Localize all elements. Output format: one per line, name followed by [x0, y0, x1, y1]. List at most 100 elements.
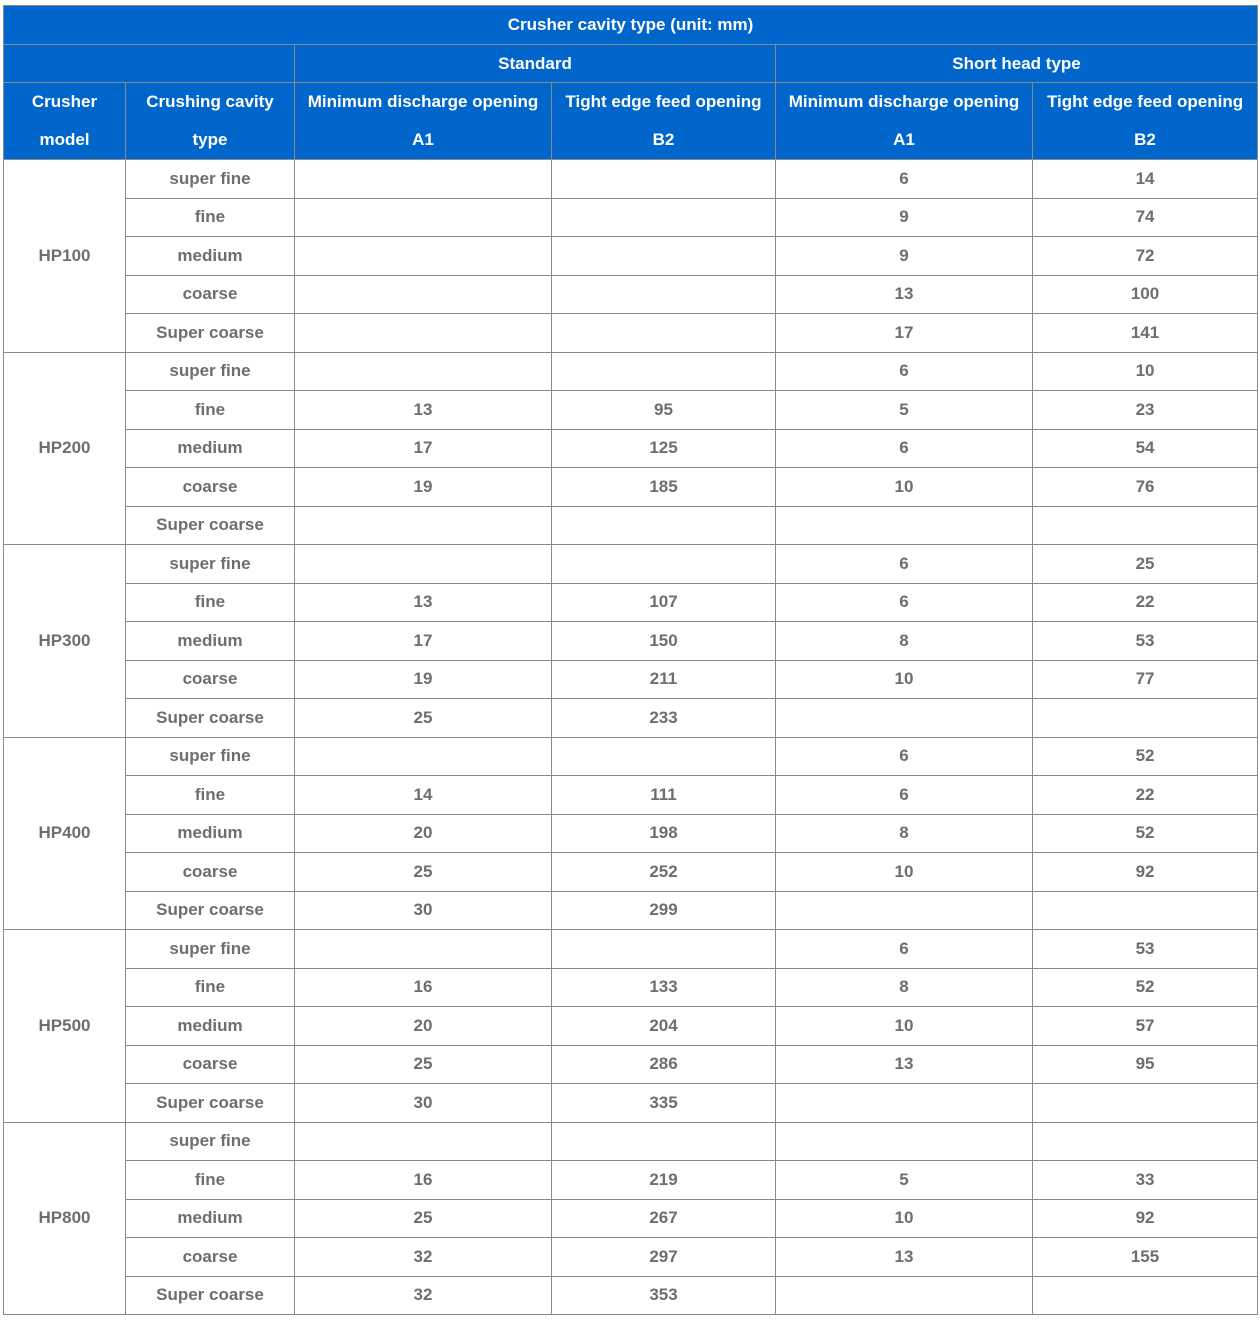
crusher-model-cell: HP300: [3, 544, 126, 738]
value-cell: 10: [775, 852, 1033, 892]
value-cell: [294, 736, 552, 776]
table-row: HP400 super fine 6 52: [3, 736, 1259, 930]
table-row: fine 9 74: [4, 197, 1259, 237]
value-cell: 20: [294, 1006, 552, 1046]
value-cell: 32: [294, 1237, 552, 1277]
cavity-type-cell: Super coarse: [125, 505, 295, 545]
table-row: coarse 13 100: [4, 274, 1259, 314]
table-row: fine 14 111 6 22: [4, 775, 1259, 815]
value-cell: 16: [294, 1160, 552, 1200]
cavity-type-cell: coarse: [125, 274, 295, 314]
column-header: Tight edge feed opening B2: [551, 82, 776, 160]
value-cell: 100: [1031, 274, 1259, 314]
value-cell: [551, 274, 776, 314]
value-cell: 13: [294, 390, 552, 430]
cavity-type-cell: Super coarse: [125, 698, 295, 738]
value-cell: 8: [775, 967, 1033, 1007]
table-row: coarse 19 211 10 77: [4, 659, 1259, 699]
column-header-line1: Minimum discharge opening: [307, 92, 539, 111]
value-cell: [294, 505, 552, 545]
value-cell: 125: [551, 428, 776, 468]
value-cell: 9: [775, 236, 1033, 276]
value-cell: 185: [551, 467, 776, 507]
value-cell: [551, 505, 776, 545]
value-cell: [294, 274, 552, 314]
column-header-line2: type: [192, 130, 228, 149]
value-cell: 53: [1031, 621, 1259, 661]
column-header-line1: Tight edge feed opening: [565, 92, 762, 111]
table-row: HP500 super fine 6 53: [3, 929, 1259, 1123]
value-cell: [775, 1121, 1033, 1161]
value-cell: 8: [775, 813, 1033, 853]
value-cell: 6: [775, 428, 1033, 468]
value-cell: [551, 313, 776, 353]
group-short-head: Short head type: [774, 44, 1259, 83]
value-cell: 30: [294, 890, 552, 930]
value-cell: [775, 890, 1033, 930]
crusher-model-cell: HP400: [3, 736, 126, 930]
value-cell: 204: [551, 1006, 776, 1046]
value-cell: 233: [551, 698, 776, 738]
table-row: Super coarse 25 233: [4, 698, 1259, 738]
value-cell: [775, 698, 1033, 738]
value-cell: 6: [775, 736, 1033, 776]
value-cell: [294, 313, 552, 353]
value-cell: 19: [294, 467, 552, 507]
table-row: coarse 25 286 13 95: [4, 1044, 1259, 1084]
value-cell: [775, 505, 1033, 545]
cavity-type-cell: medium: [125, 428, 295, 468]
table-row: coarse 19 185 10 76: [4, 467, 1259, 507]
cavity-type-cell: medium: [125, 813, 295, 853]
value-cell: 10: [775, 1198, 1033, 1238]
value-cell: 25: [294, 852, 552, 892]
value-cell: 52: [1031, 967, 1259, 1007]
table-row: Super coarse 30 335: [4, 1083, 1259, 1123]
cavity-type-cell: coarse: [125, 1237, 295, 1277]
value-cell: 6: [775, 775, 1033, 815]
value-cell: [294, 236, 552, 276]
crusher-cavity-table: Crusher cavity type (unit: mm) Standard …: [2, 5, 1259, 1315]
value-cell: 52: [1031, 813, 1259, 853]
value-cell: [551, 197, 776, 237]
value-cell: [294, 351, 552, 391]
value-cell: 25: [294, 698, 552, 738]
cavity-type-cell: fine: [125, 197, 295, 237]
column-header-line1: Tight edge feed opening: [1046, 92, 1244, 111]
value-cell: 53: [1031, 929, 1259, 969]
value-cell: [294, 544, 552, 584]
value-cell: 72: [1031, 236, 1259, 276]
column-header: Crushing cavity type: [125, 82, 295, 160]
value-cell: 16: [294, 967, 552, 1007]
value-cell: [775, 1275, 1033, 1315]
value-cell: 8: [775, 621, 1033, 661]
cavity-type-cell: medium: [125, 1006, 295, 1046]
column-header-line1: Minimum discharge opening: [788, 92, 1020, 111]
cavity-type-cell: coarse: [125, 1044, 295, 1084]
column-header: Crusher model: [3, 82, 126, 160]
value-cell: [1031, 890, 1259, 930]
value-cell: 13: [775, 1237, 1033, 1277]
column-header-line2: A1: [893, 130, 915, 149]
value-cell: [1031, 698, 1259, 738]
column-header: Minimum discharge opening A1: [775, 82, 1033, 160]
cavity-type-cell: Super coarse: [125, 1275, 295, 1315]
value-cell: 13: [775, 274, 1033, 314]
table-row: medium 9 72: [4, 236, 1259, 276]
column-header-line2: B2: [1134, 130, 1156, 149]
crusher-model-cell: HP200: [3, 351, 126, 545]
value-cell: 20: [294, 813, 552, 853]
value-cell: 286: [551, 1044, 776, 1084]
value-cell: 9: [775, 197, 1033, 237]
value-cell: 92: [1031, 852, 1259, 892]
value-cell: 76: [1031, 467, 1259, 507]
table-row: fine 16 133 8 52: [4, 967, 1259, 1007]
value-cell: 198: [551, 813, 776, 853]
column-header-line2: A1: [412, 130, 434, 149]
cavity-type-cell: super fine: [125, 929, 295, 969]
table-row: fine 13 95 5 23: [4, 390, 1259, 430]
cavity-type-cell: super fine: [125, 159, 295, 199]
value-cell: 13: [775, 1044, 1033, 1084]
value-cell: [294, 929, 552, 969]
cavity-type-cell: fine: [125, 390, 295, 430]
cavity-type-cell: coarse: [125, 852, 295, 892]
